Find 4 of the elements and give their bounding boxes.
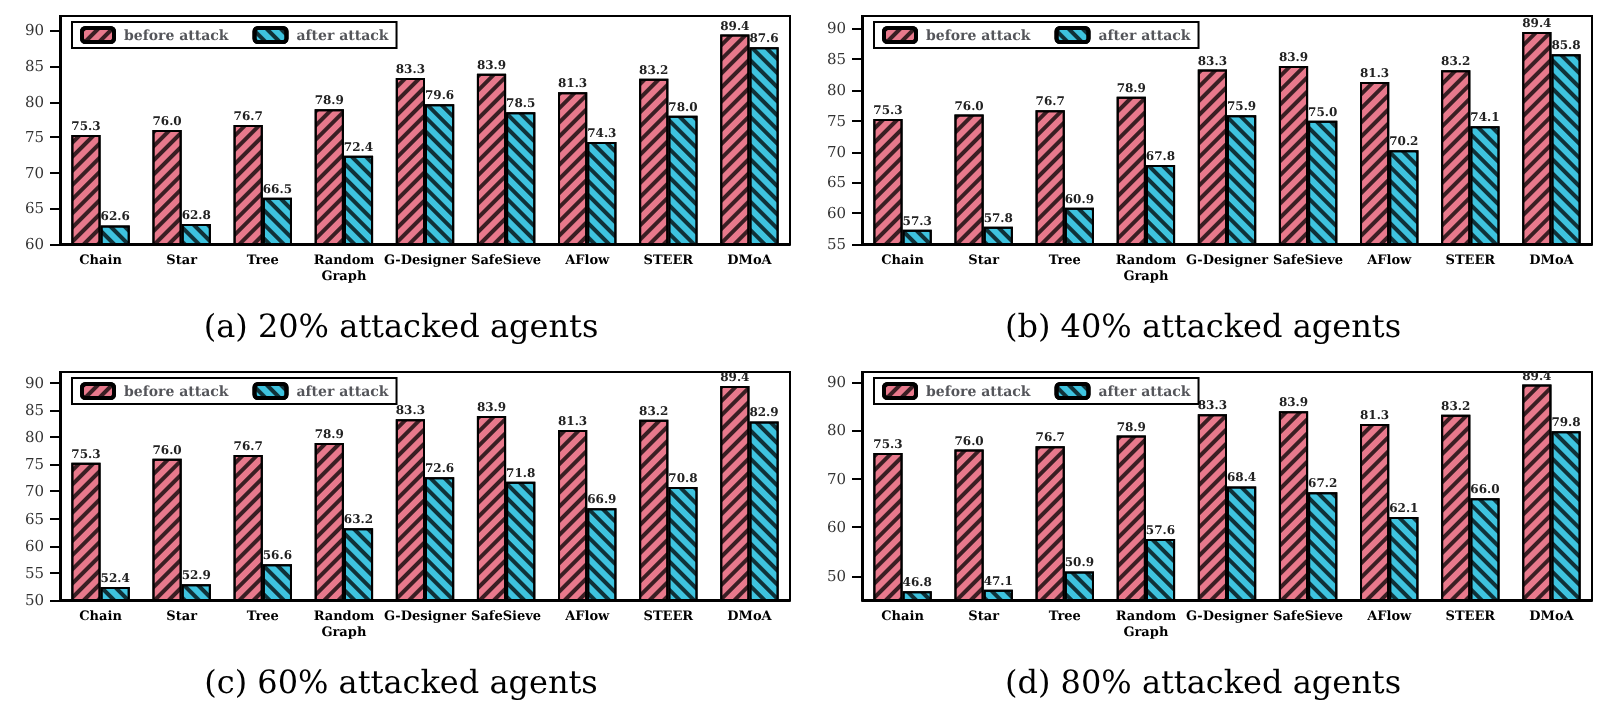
text: (c) 60% attacked agents [204,663,598,701]
text: (a) 20% attacked agents [203,307,599,345]
text: (b) 40% attacked agents [1004,307,1402,345]
text: (d) 80% attacked agents [1004,663,1402,701]
